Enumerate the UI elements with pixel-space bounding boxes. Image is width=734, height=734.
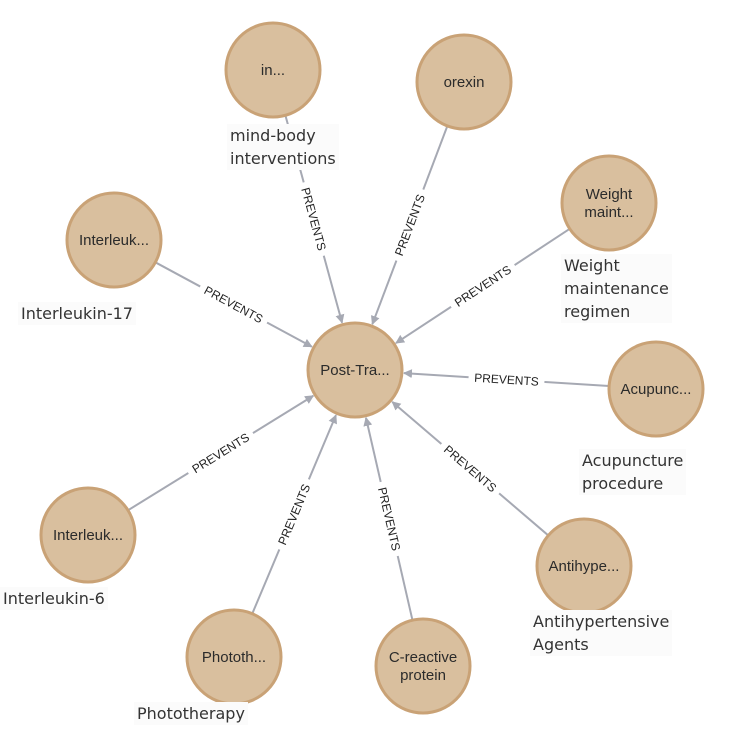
node-crp-label: C-reactive bbox=[389, 649, 457, 666]
node-acup-label: Acupunc... bbox=[621, 381, 692, 398]
caption-photo: Phototherapy bbox=[134, 702, 248, 725]
caption-in: mind-body interventions bbox=[227, 124, 339, 170]
node-acup-circle[interactable] bbox=[607, 340, 705, 438]
node-in-label: in... bbox=[261, 62, 285, 79]
caption-il17: Interleukin-17 bbox=[18, 302, 136, 325]
edge-label-acup: PREVENTS bbox=[468, 368, 545, 391]
edge-label-text: PREVENTS bbox=[452, 262, 514, 309]
edge-label-bg bbox=[435, 437, 505, 501]
node-center[interactable]: Post-Tra... bbox=[306, 321, 404, 419]
node-crp-label: protein bbox=[400, 667, 446, 684]
edge-label-photo: PREVENTS bbox=[271, 475, 318, 553]
node-antihyp-label: Antihype... bbox=[549, 558, 620, 575]
node-il6-circle[interactable] bbox=[39, 486, 137, 584]
node-il6[interactable]: Interleuk... bbox=[39, 486, 137, 584]
node-orexin-circle[interactable] bbox=[415, 33, 513, 131]
node-in-circle[interactable] bbox=[224, 21, 322, 119]
edge-weight[interactable]: PREVENTS bbox=[395, 227, 571, 344]
edge-antihyp[interactable]: PREVENTS bbox=[391, 401, 549, 537]
node-photo[interactable]: Phototh... bbox=[185, 608, 283, 706]
edge-label-text: PREVENTS bbox=[441, 442, 499, 495]
edge-label-bg bbox=[387, 186, 432, 264]
node-il17[interactable]: Interleuk... bbox=[65, 191, 163, 289]
edge-label-il17: PREVENTS bbox=[195, 278, 272, 331]
node-weight-label: maint... bbox=[584, 204, 633, 221]
caption-weight: Weight maintenance regimen bbox=[561, 254, 672, 323]
node-in[interactable]: in... bbox=[224, 21, 322, 119]
edge-label-text: PREVENTS bbox=[298, 186, 329, 252]
caption-il6: Interleukin-6 bbox=[0, 587, 108, 610]
edge-label-text: PREVENTS bbox=[474, 371, 539, 389]
edge-acup[interactable]: PREVENTS bbox=[403, 368, 610, 391]
edge-photo[interactable]: PREVENTS bbox=[251, 414, 337, 615]
edge-label-weight: PREVENTS bbox=[446, 257, 520, 315]
node-weight[interactable]: Weightmaint... bbox=[560, 154, 658, 252]
node-orexin[interactable]: orexin bbox=[415, 33, 513, 131]
edge-label-text: PREVENTS bbox=[375, 486, 403, 552]
node-acup[interactable]: Acupunc... bbox=[607, 340, 705, 438]
edge-il6[interactable]: PREVENTS bbox=[127, 394, 315, 512]
edge-label-text: PREVENTS bbox=[190, 430, 252, 476]
node-il17-circle[interactable] bbox=[65, 191, 163, 289]
edge-orexin[interactable]: PREVENTS bbox=[371, 125, 449, 326]
edge-label-bg bbox=[468, 368, 545, 391]
edge-label-text: PREVENTS bbox=[202, 283, 266, 326]
node-il6-label: Interleuk... bbox=[53, 527, 123, 544]
node-orexin-label: orexin bbox=[444, 74, 485, 91]
edge-crp[interactable]: PREVENTS bbox=[363, 416, 414, 621]
caption-acup: Acupuncture procedure bbox=[579, 449, 687, 495]
node-antihyp[interactable]: Antihype... bbox=[535, 517, 633, 615]
edge-label-in: PREVENTS bbox=[295, 180, 333, 259]
edge-label-bg bbox=[446, 257, 520, 315]
edge-label-il6: PREVENTS bbox=[183, 425, 258, 481]
edge-label-bg bbox=[371, 479, 407, 559]
edge-label-bg bbox=[295, 180, 333, 259]
edge-label-bg bbox=[195, 278, 272, 331]
edge-label-antihyp: PREVENTS bbox=[435, 437, 505, 501]
edge-label-bg bbox=[271, 475, 318, 553]
node-weight-label: Weight bbox=[586, 186, 633, 203]
edge-label-crp: PREVENTS bbox=[371, 479, 407, 559]
node-weight-circle[interactable] bbox=[560, 154, 658, 252]
caption-antihyp: Antihypertensive Agents bbox=[530, 610, 673, 656]
node-center-circle[interactable] bbox=[306, 321, 404, 419]
node-crp-circle[interactable] bbox=[374, 617, 472, 715]
node-center-label: Post-Tra... bbox=[320, 362, 389, 379]
edge-il17[interactable]: PREVENTS bbox=[154, 261, 313, 348]
node-il17-label: Interleuk... bbox=[79, 232, 149, 249]
edge-label-bg bbox=[183, 425, 258, 481]
node-photo-label: Phototh... bbox=[202, 649, 266, 666]
edge-label-orexin: PREVENTS bbox=[387, 186, 432, 264]
